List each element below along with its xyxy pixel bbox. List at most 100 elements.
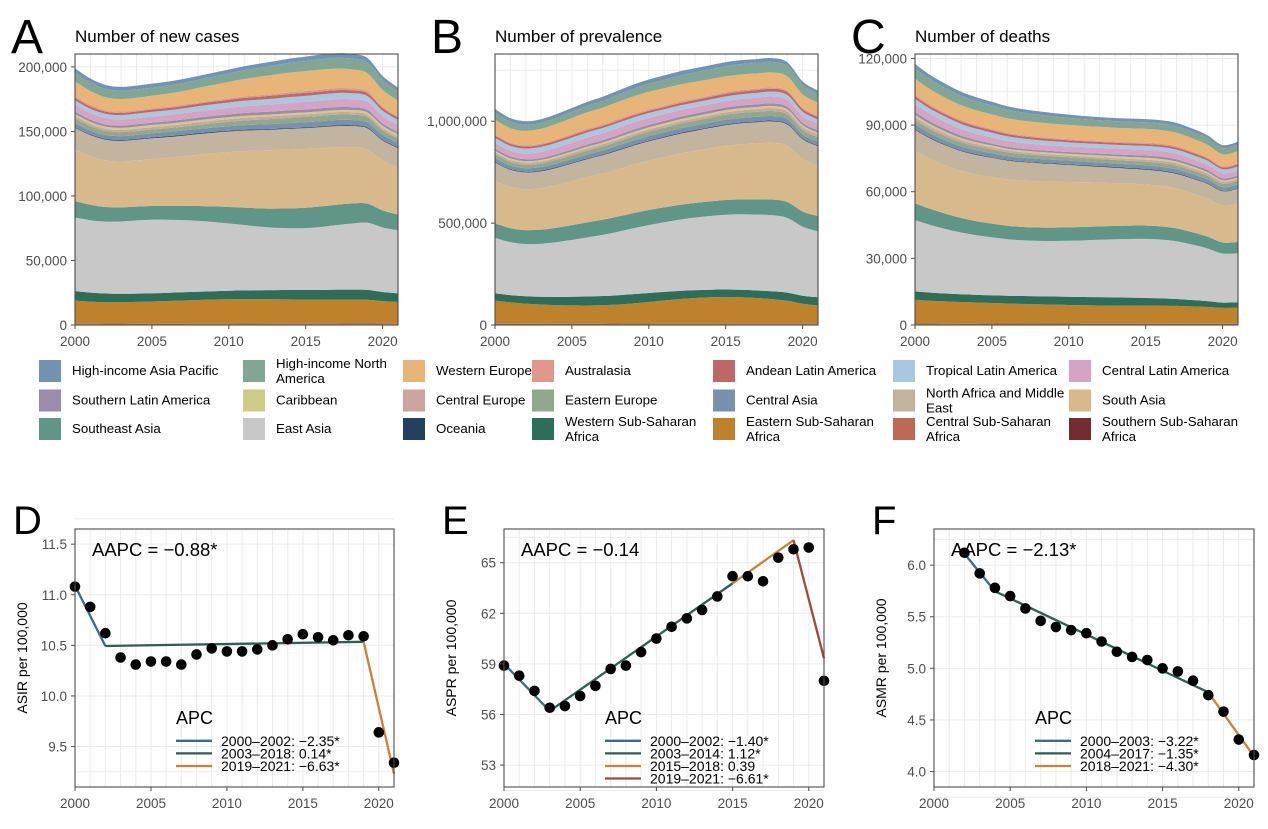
svg-text:2000: 2000 — [919, 796, 949, 811]
svg-text:Caribbean: Caribbean — [276, 393, 337, 408]
svg-text:Western Europe: Western Europe — [436, 363, 532, 378]
svg-text:2015: 2015 — [291, 334, 321, 349]
svg-text:North Africa and Middle: North Africa and Middle — [926, 386, 1064, 401]
svg-text:Africa: Africa — [746, 429, 781, 444]
svg-text:APC: APC — [1035, 708, 1072, 728]
svg-text:2020: 2020 — [788, 334, 818, 349]
svg-text:Southern Latin America: Southern Latin America — [72, 393, 211, 408]
svg-text:2020: 2020 — [368, 334, 398, 349]
svg-text:60,000: 60,000 — [866, 185, 907, 200]
svg-text:Eastern Sub-Saharan: Eastern Sub-Saharan — [746, 414, 874, 429]
svg-text:2010: 2010 — [1054, 334, 1084, 349]
svg-text:4.0: 4.0 — [907, 765, 926, 780]
svg-text:2020: 2020 — [364, 796, 394, 811]
svg-text:Africa: Africa — [565, 429, 600, 444]
svg-text:11.0: 11.0 — [42, 588, 67, 603]
svg-text:2000: 2000 — [900, 334, 930, 349]
svg-text:2010: 2010 — [1071, 796, 1101, 811]
svg-text:2000: 2000 — [480, 334, 510, 349]
svg-text:Number of prevalence: Number of prevalence — [495, 27, 662, 46]
svg-text:5.5: 5.5 — [907, 610, 926, 625]
svg-text:Central Sub-Saharan: Central Sub-Saharan — [926, 414, 1051, 429]
svg-text:APC: APC — [605, 708, 642, 728]
svg-text:2010: 2010 — [641, 796, 671, 811]
svg-text:ASIR per 100,000: ASIR per 100,000 — [14, 602, 30, 714]
svg-text:Central Latin America: Central Latin America — [1102, 363, 1230, 378]
svg-text:Tropical Latin America: Tropical Latin America — [926, 363, 1058, 378]
svg-text:Central Europe: Central Europe — [436, 393, 525, 408]
svg-text:10.0: 10.0 — [41, 689, 67, 704]
svg-text:2019–2021: −6.61*: 2019–2021: −6.61* — [650, 771, 769, 787]
svg-text:6.0: 6.0 — [907, 558, 926, 573]
svg-text:Eastern Europe: Eastern Europe — [565, 393, 657, 408]
svg-text:B: B — [431, 11, 463, 64]
svg-text:2000: 2000 — [60, 334, 90, 349]
svg-text:4.5: 4.5 — [907, 713, 926, 728]
svg-text:F: F — [872, 499, 896, 543]
svg-text:D: D — [13, 499, 42, 543]
svg-text:2000: 2000 — [489, 796, 519, 811]
svg-text:500,000: 500,000 — [438, 216, 487, 231]
svg-text:2005: 2005 — [995, 796, 1025, 811]
svg-text:Oceania: Oceania — [436, 421, 486, 436]
svg-text:0: 0 — [59, 318, 67, 333]
svg-text:11.5: 11.5 — [42, 537, 67, 552]
svg-text:2005: 2005 — [565, 796, 595, 811]
svg-text:2010: 2010 — [214, 334, 244, 349]
svg-text:2020: 2020 — [1224, 796, 1254, 811]
svg-text:E: E — [442, 499, 469, 543]
svg-text:62: 62 — [481, 606, 496, 621]
svg-text:90,000: 90,000 — [866, 118, 907, 133]
svg-text:10.5: 10.5 — [41, 638, 67, 653]
svg-text:Central Asia: Central Asia — [746, 393, 818, 408]
svg-text:AAPC = −0.14: AAPC = −0.14 — [521, 539, 639, 560]
svg-text:ASPR per 100,000: ASPR per 100,000 — [443, 599, 459, 716]
svg-text:America: America — [276, 371, 325, 386]
svg-text:65: 65 — [481, 556, 496, 571]
svg-text:1,000,000: 1,000,000 — [427, 114, 487, 129]
svg-text:2010: 2010 — [212, 796, 242, 811]
svg-text:56: 56 — [481, 708, 496, 723]
svg-text:2019–2021: −6.63*: 2019–2021: −6.63* — [221, 758, 340, 774]
svg-text:2020: 2020 — [1208, 334, 1238, 349]
svg-text:2020: 2020 — [794, 796, 824, 811]
svg-text:2010: 2010 — [634, 334, 664, 349]
svg-text:AAPC = −2.13*: AAPC = −2.13* — [951, 539, 1076, 560]
svg-text:ASMR per 100,000: ASMR per 100,000 — [873, 598, 889, 717]
svg-text:Number of deaths: Number of deaths — [915, 27, 1050, 46]
svg-text:Southern Sub-Saharan: Southern Sub-Saharan — [1102, 414, 1238, 429]
svg-text:Andean Latin America: Andean Latin America — [746, 363, 877, 378]
svg-text:0: 0 — [479, 318, 487, 333]
svg-text:120,000: 120,000 — [858, 51, 907, 66]
svg-text:2015: 2015 — [1148, 796, 1178, 811]
svg-text:9.5: 9.5 — [48, 740, 67, 755]
svg-text:2015: 2015 — [288, 796, 318, 811]
svg-text:A: A — [11, 11, 43, 64]
svg-text:2018–2021: −4.30*: 2018–2021: −4.30* — [1080, 758, 1199, 774]
svg-text:30,000: 30,000 — [866, 251, 907, 266]
svg-text:2000: 2000 — [60, 796, 90, 811]
svg-text:High-income Asia Pacific: High-income Asia Pacific — [72, 363, 219, 378]
svg-text:AAPC = −0.88*: AAPC = −0.88* — [92, 539, 217, 560]
svg-text:53: 53 — [481, 758, 496, 773]
svg-text:2005: 2005 — [977, 334, 1007, 349]
svg-text:2005: 2005 — [137, 334, 167, 349]
svg-text:Australasia: Australasia — [565, 363, 631, 378]
svg-text:0: 0 — [899, 318, 907, 333]
svg-text:2005: 2005 — [557, 334, 587, 349]
svg-text:59: 59 — [481, 657, 496, 672]
svg-text:South Asia: South Asia — [1102, 393, 1166, 408]
svg-text:2015: 2015 — [718, 796, 748, 811]
svg-text:Number of new cases: Number of new cases — [75, 27, 239, 46]
svg-text:Africa: Africa — [926, 429, 961, 444]
svg-text:200,000: 200,000 — [18, 60, 67, 75]
svg-text:50,000: 50,000 — [26, 254, 67, 269]
svg-text:2015: 2015 — [1131, 334, 1161, 349]
svg-text:High-income North: High-income North — [276, 356, 387, 371]
svg-text:2005: 2005 — [136, 796, 166, 811]
svg-text:Southeast Asia: Southeast Asia — [72, 421, 161, 436]
svg-text:2015: 2015 — [711, 334, 741, 349]
svg-text:APC: APC — [176, 708, 213, 728]
svg-text:East Asia: East Asia — [276, 421, 332, 436]
svg-text:150,000: 150,000 — [18, 124, 67, 139]
